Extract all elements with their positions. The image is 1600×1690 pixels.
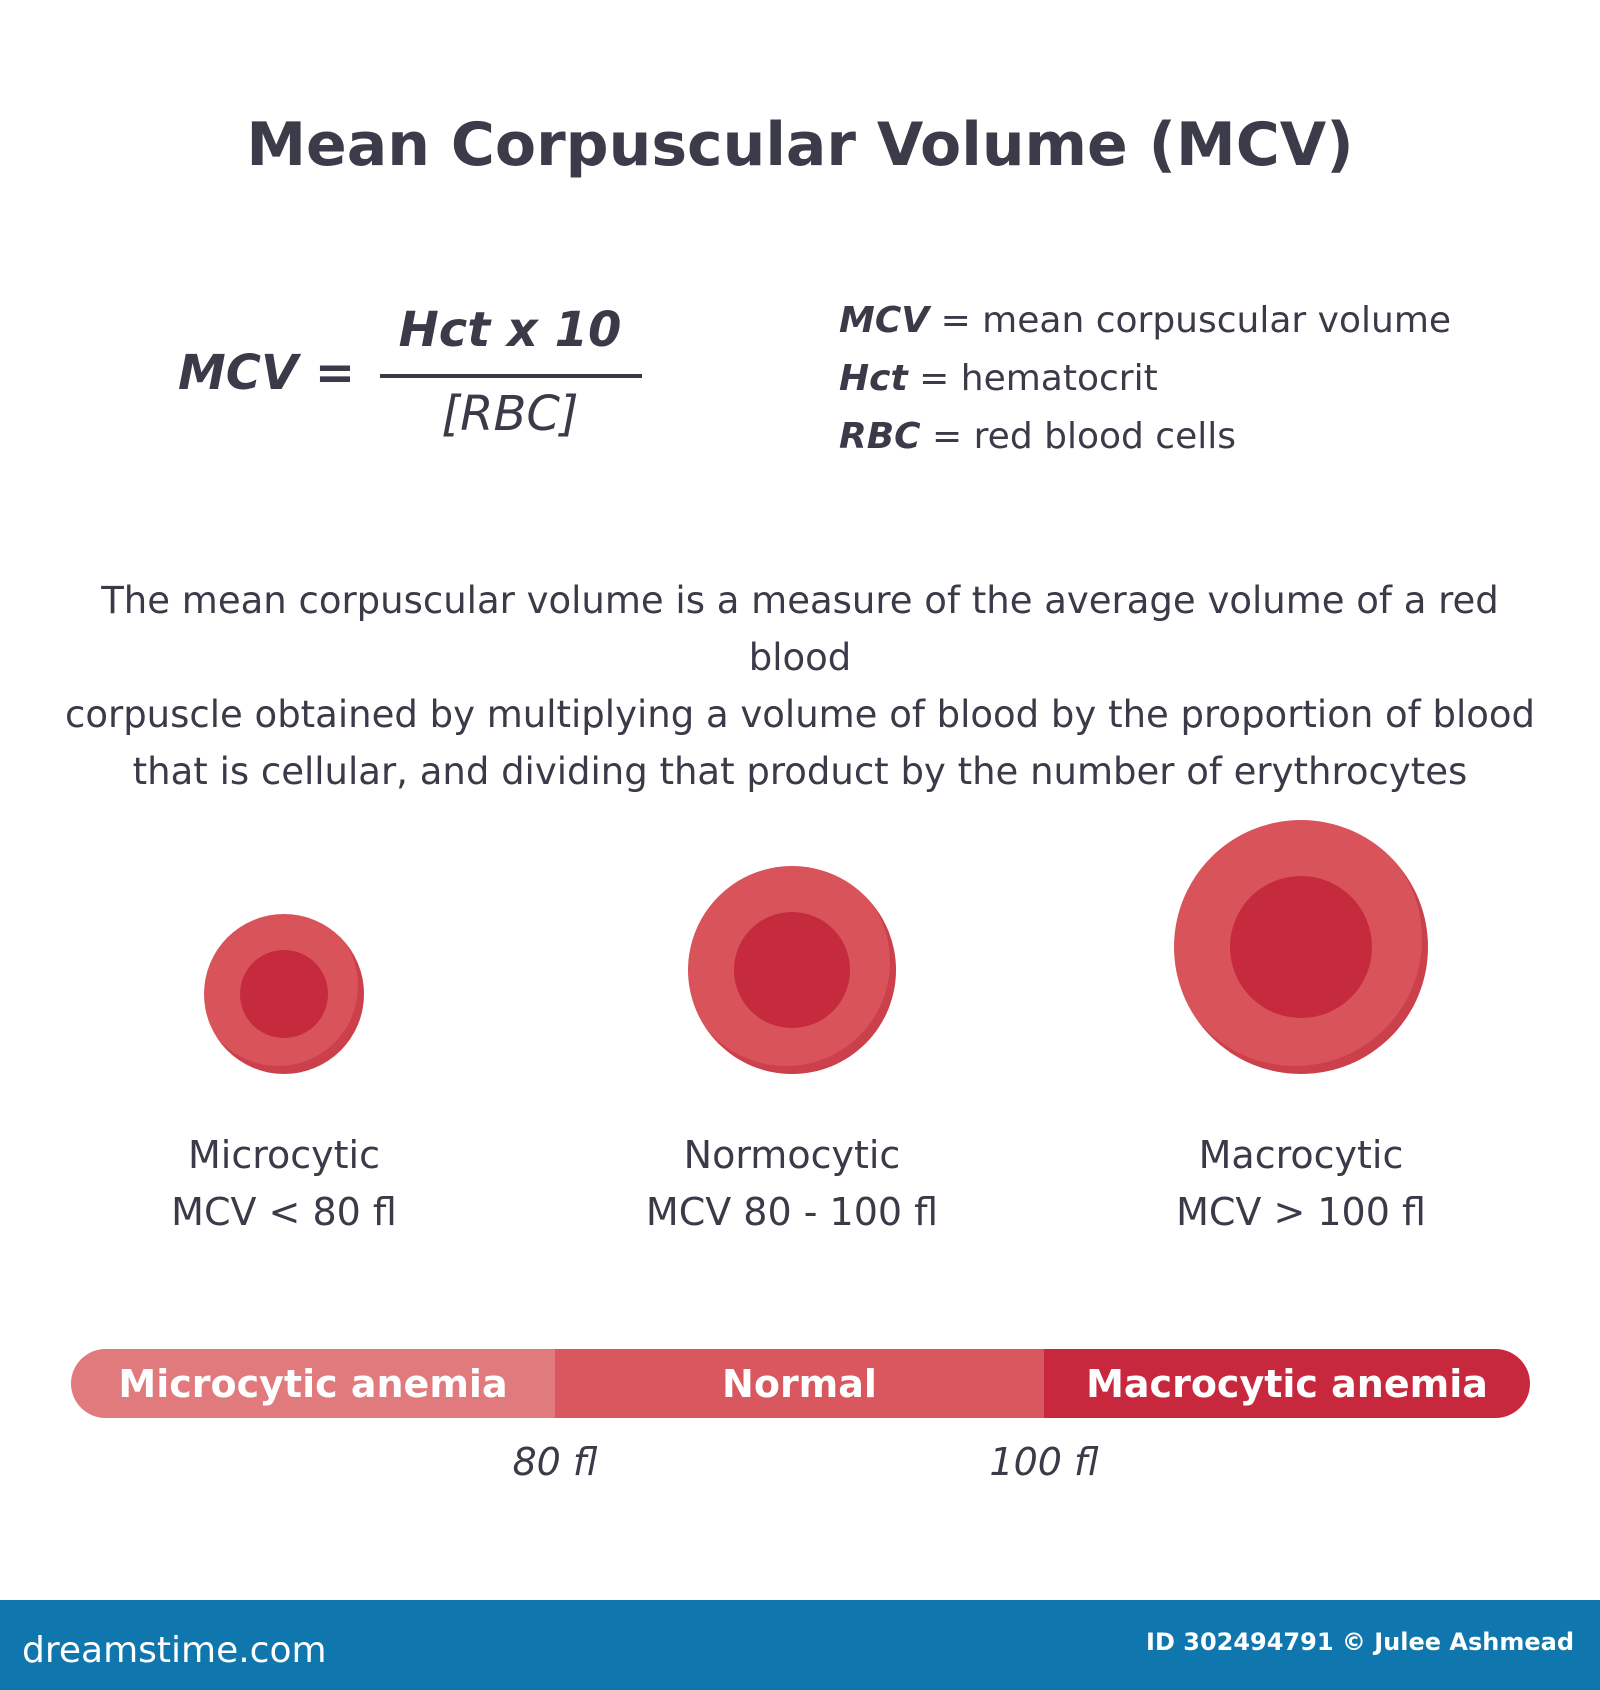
image-credit: ID 302494791 © Julee Ashmead bbox=[1146, 1628, 1574, 1656]
description-line: that is cellular, and dividing that prod… bbox=[132, 750, 1468, 793]
legend-term: MCV bbox=[839, 300, 930, 341]
legend-item: Hct = hematocrit bbox=[839, 358, 1158, 399]
description: The mean corpuscular volume is a measure… bbox=[60, 572, 1540, 800]
cell-name: Macrocytic bbox=[1198, 1133, 1404, 1177]
cell-name: Normocytic bbox=[683, 1133, 901, 1177]
description-line: corpuscle obtained by multiplying a volu… bbox=[65, 693, 1535, 736]
legend-definition: = hematocrit bbox=[919, 358, 1158, 399]
cell-label-macrocytic: Macrocytic MCV > 100 fl bbox=[1101, 1127, 1501, 1241]
segment-microcytic-anemia: Microcytic anemia bbox=[71, 1349, 555, 1418]
cell-label-normocytic: Normocytic MCV 80 - 100 fl bbox=[592, 1127, 992, 1241]
cell-name: Microcytic bbox=[187, 1133, 380, 1177]
legend-item: MCV = mean corpuscular volume bbox=[839, 300, 1451, 341]
legend-definition: = mean corpuscular volume bbox=[940, 300, 1452, 341]
footer: dreamstime.com ID 302494791 © Julee Ashm… bbox=[0, 1600, 1600, 1690]
legend-term: RBC bbox=[839, 416, 921, 457]
cell-range: MCV < 80 fl bbox=[171, 1190, 397, 1234]
normocytic-cell-illustration bbox=[688, 866, 896, 1074]
formula-numerator: Hct x 10 bbox=[398, 302, 622, 358]
legend-term: Hct bbox=[839, 358, 908, 399]
legend-definition: = red blood cells bbox=[932, 416, 1237, 457]
macrocytic-cell-illustration bbox=[1174, 820, 1428, 1074]
description-line: The mean corpuscular volume is a measure… bbox=[101, 579, 1499, 679]
microcytic-cell-illustration bbox=[204, 914, 364, 1074]
cell-range: MCV 80 - 100 fl bbox=[645, 1190, 939, 1234]
formula-lhs: MCV = bbox=[178, 345, 356, 401]
tick-80: 80 fl bbox=[512, 1440, 598, 1484]
fraction-bar bbox=[380, 374, 642, 378]
legend-item: RBC = red blood cells bbox=[839, 416, 1236, 457]
segment-normal: Normal bbox=[555, 1349, 1044, 1418]
segment-macrocytic-anemia: Macrocytic anemia bbox=[1044, 1349, 1530, 1418]
page-title: Mean Corpuscular Volume (MCV) bbox=[246, 110, 1354, 180]
formula-denominator: [RBC] bbox=[441, 386, 579, 442]
dreamstime-logo[interactable]: dreamstime.com bbox=[22, 1630, 327, 1671]
cell-label-microcytic: Microcytic MCV < 80 fl bbox=[84, 1127, 484, 1241]
cell-range: MCV > 100 fl bbox=[1176, 1190, 1426, 1234]
mcv-scale-bar: Microcytic anemia Normal Macrocytic anem… bbox=[71, 1349, 1530, 1418]
tick-100: 100 fl bbox=[989, 1440, 1099, 1484]
